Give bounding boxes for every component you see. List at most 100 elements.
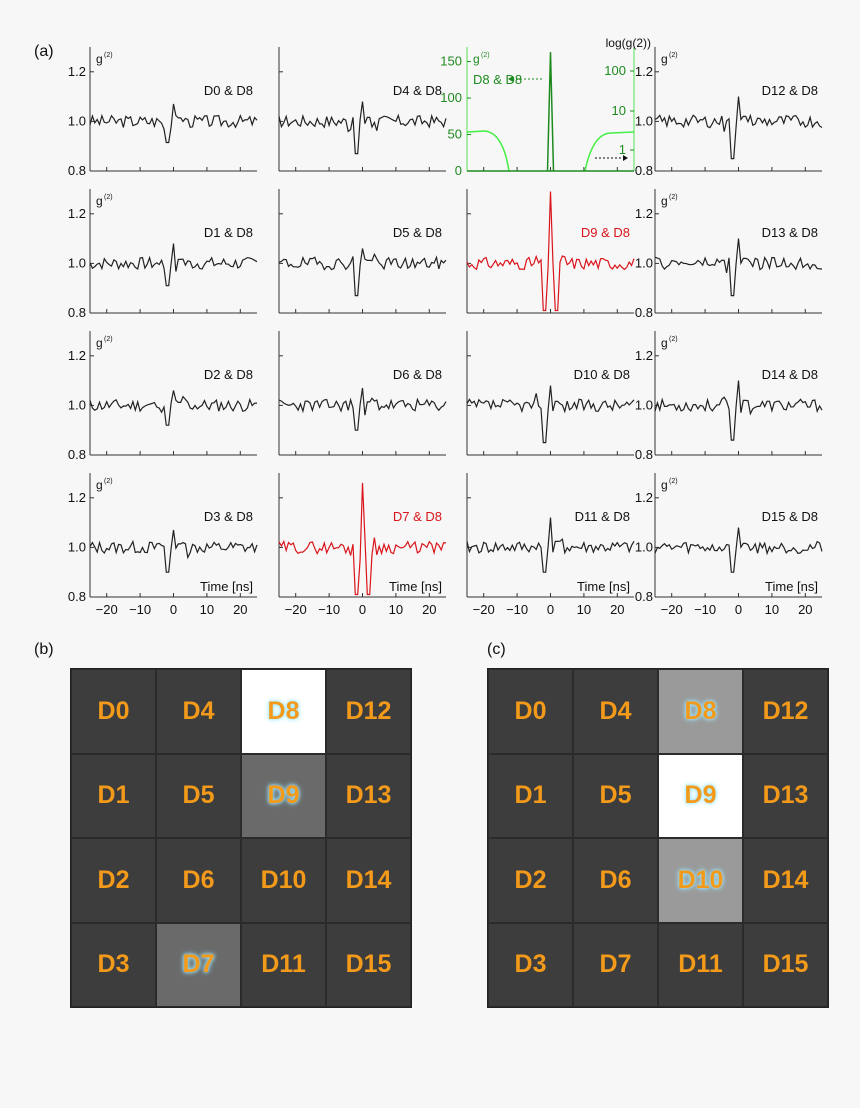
g2-series-line	[89, 529, 258, 573]
grid-b-cell-d2: D2	[71, 838, 156, 923]
panel-title: D15 & D8	[762, 509, 818, 524]
panel-title: D14 & D8	[762, 367, 818, 382]
g2-series-line	[89, 390, 258, 426]
y-tick-label: 0	[455, 163, 462, 178]
y-tick-label: 1.2	[68, 206, 86, 221]
y-axis-label-sup: (2)	[104, 52, 113, 59]
panel-title: D10 & D8	[574, 367, 630, 382]
grid-c-cell-d11: D11	[658, 922, 743, 1007]
panel-title: D5 & D8	[393, 225, 442, 240]
g2-series-line	[278, 482, 447, 596]
g2-series-line	[654, 527, 823, 573]
grid-c-cell-d3: D3	[488, 922, 573, 1007]
y-axis-label: g	[661, 52, 668, 66]
g2-series-line	[278, 248, 447, 297]
panel-title: D4 & D8	[393, 83, 442, 98]
y-axis-label: g	[96, 52, 103, 66]
x-tick-label: 10	[765, 602, 779, 617]
y-tick-label: 1.2	[68, 348, 86, 363]
grid-b-cell-d11: D11	[241, 922, 326, 1007]
panel-title: D0 & D8	[204, 83, 253, 98]
grid-c-cell-d10: D10	[658, 838, 743, 923]
x-tick-label: 10	[577, 602, 591, 617]
g2-series-line	[466, 191, 635, 312]
grid-c-cell-d6: D6	[573, 838, 658, 923]
y-axis-label: g	[473, 52, 480, 66]
x-tick-label: 0	[359, 602, 366, 617]
y-axis-label-sup: (2)	[104, 194, 113, 201]
panel-title: D9 & D8	[581, 225, 630, 240]
y-axis-label-sup: (2)	[669, 52, 678, 59]
grid-b-cell-d10: D10	[241, 838, 326, 923]
y-tick-label: 1.0	[68, 539, 86, 554]
panel-label-b: (b)	[34, 641, 54, 658]
x-tick-label: 20	[610, 602, 624, 617]
y-tick-label: 0.8	[68, 163, 86, 178]
grid-c-cell-d7: D7	[573, 922, 658, 1007]
grid-c-cell-d8: D8	[658, 669, 743, 754]
g2-series-line	[89, 243, 258, 287]
y-tick-label: 0.8	[68, 447, 86, 462]
x-tick-label: 20	[233, 602, 247, 617]
y-tick-label: 1.2	[68, 64, 86, 79]
y-axis-label: g	[661, 478, 668, 492]
y-tick-label: 1.2	[635, 490, 653, 505]
x-tick-label: −10	[694, 602, 716, 617]
g2-series-line	[654, 238, 823, 297]
x-tick-label: 10	[389, 602, 403, 617]
y-axis-label: g	[661, 336, 668, 350]
panel-title: D6 & D8	[393, 367, 442, 382]
grid-c-cell-d13: D13	[743, 753, 828, 838]
y-axis-label-sup: (2)	[669, 194, 678, 201]
x-tick-label: −10	[318, 602, 340, 617]
y-tick-label: 0.8	[68, 305, 86, 320]
g2-series-line	[466, 517, 635, 573]
y-axis-label-sup: (2)	[669, 336, 678, 343]
x-tick-label: 10	[200, 602, 214, 617]
grid-b-cell-d9: D9	[241, 753, 326, 838]
arrow-left-head	[508, 76, 513, 82]
x-tick-label: 0	[735, 602, 742, 617]
right-tick-label: 10	[612, 103, 626, 118]
grid-c-cell-d5: D5	[573, 753, 658, 838]
x-axis-label: Time [ns]	[765, 579, 818, 594]
detector-grid-c: D0 D4 D8 D12 D1 D5 D9 D13 D2 D6 D10 D14 D3 D7 D11 D15	[487, 668, 829, 1008]
grid-c-cell-d2: D2	[488, 838, 573, 923]
envelope-right-line	[584, 131, 635, 172]
x-tick-label: 20	[422, 602, 436, 617]
log-axis-label: log(g(2))	[606, 36, 651, 50]
grid-c-cell-d9: D9	[658, 753, 743, 838]
g2-series-line	[278, 101, 447, 155]
detector-grid-b: D0 D4 D8 D12 D1 D5 D9 D13 D2 D6 D10 D14 D3 D7 D11 D15	[70, 668, 412, 1008]
y-tick-label: 0.8	[635, 305, 653, 320]
y-axis-label: g	[96, 194, 103, 208]
grid-b-cell-d1: D1	[71, 753, 156, 838]
y-tick-label: 50	[448, 127, 462, 142]
grid-b-cell-d4: D4	[156, 669, 241, 754]
right-tick-label: 100	[604, 63, 626, 78]
grid-c-cell-d4: D4	[573, 669, 658, 754]
y-axis-label: g	[96, 478, 103, 492]
y-tick-label: 0.8	[635, 589, 653, 604]
grid-c-cell-d12: D12	[743, 669, 828, 754]
x-tick-label: −20	[473, 602, 495, 617]
y-axis-label-sup: (2)	[104, 478, 113, 485]
grid-b-cell-d7: D7	[156, 922, 241, 1007]
y-tick-label: 1.2	[635, 348, 653, 363]
grid-b-cell-d15: D15	[326, 922, 411, 1007]
y-tick-label: 1.0	[635, 539, 653, 554]
g2-series-line	[89, 103, 258, 144]
y-tick-label: 1.0	[68, 397, 86, 412]
x-tick-label: −10	[506, 602, 528, 617]
right-tick-label: 1	[619, 142, 626, 157]
x-tick-label: 0	[547, 602, 554, 617]
y-tick-label: 0.8	[635, 163, 653, 178]
x-tick-label: −20	[661, 602, 683, 617]
grid-b-cell-d0: D0	[71, 669, 156, 754]
x-tick-label: 0	[170, 602, 177, 617]
g2-series-line	[466, 385, 635, 444]
x-axis-label: Time [ns]	[200, 579, 253, 594]
grid-c-cell-d0: D0	[488, 669, 573, 754]
y-tick-label: 1.0	[635, 397, 653, 412]
envelope-left-line	[466, 130, 510, 172]
